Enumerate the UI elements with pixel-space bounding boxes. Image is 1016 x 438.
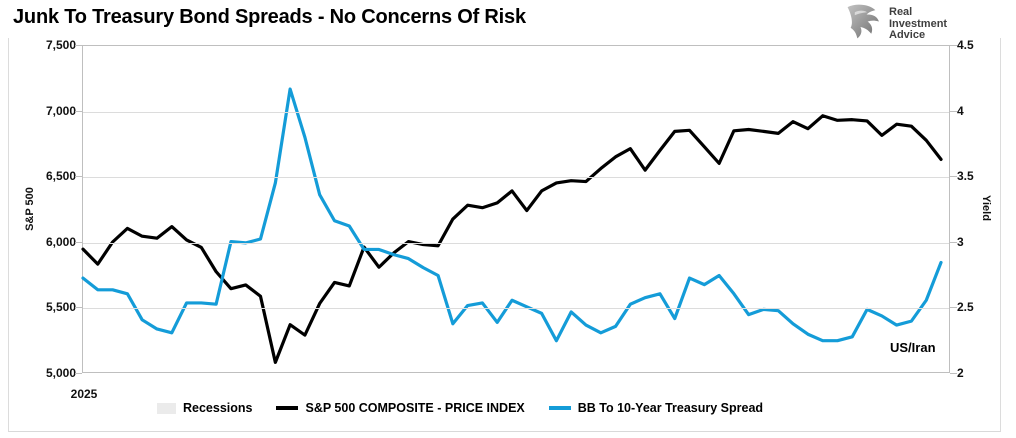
x-axis-year-label: 2025 bbox=[70, 387, 98, 401]
left-axis-tick-label: 7,500 bbox=[45, 38, 76, 52]
right-axis-tick-label: 2.5 bbox=[957, 300, 974, 315]
chart-title: Junk To Treasury Bond Spreads - No Conce… bbox=[13, 6, 526, 28]
left-axis-tick-label: 5,500 bbox=[45, 300, 76, 315]
series-spread bbox=[81, 87, 943, 343]
eagle-logo-icon bbox=[847, 4, 879, 39]
left-axis-tick-label: 6,500 bbox=[45, 169, 76, 184]
left-axis-tick-label: 7,000 bbox=[45, 103, 76, 118]
legend-item-sp500: S&P 500 COMPOSITE - PRICE INDEX bbox=[276, 401, 525, 415]
legend-label-recessions: Recessions bbox=[183, 401, 253, 415]
right-axis-tick-mark bbox=[950, 110, 957, 112]
gridline bbox=[83, 111, 949, 113]
right-axis-tick-label: 4 bbox=[957, 103, 964, 118]
left-axis-tick-mark bbox=[75, 176, 82, 178]
left-axis-tick-mark bbox=[75, 241, 82, 243]
brand-logo-text: Real Investment Advice bbox=[889, 6, 948, 42]
chart-canvas-frame bbox=[8, 38, 1001, 432]
brand-logo: Real Investment Advice bbox=[842, 4, 947, 42]
legend-item-recessions: Recessions bbox=[157, 401, 252, 415]
left-axis-tick-mark bbox=[75, 45, 82, 46]
right-axis-tick-label: 3.5 bbox=[957, 169, 974, 184]
series-layer bbox=[81, 87, 943, 364]
right-axis-title: Yield bbox=[980, 195, 992, 221]
logo-line-1: Real bbox=[889, 6, 913, 18]
gridline bbox=[83, 242, 949, 244]
right-axis-tick-label: 4.5 bbox=[957, 38, 974, 52]
us-iran-annotation: US/Iran bbox=[890, 340, 936, 355]
sp500-line-swatch bbox=[276, 406, 299, 410]
right-axis-tick-label: 3 bbox=[957, 234, 964, 249]
gridline bbox=[83, 177, 949, 179]
legend-item-spread: BB To 10-Year Treasury Spread bbox=[548, 401, 764, 415]
left-axis-tick-mark bbox=[75, 110, 82, 112]
logo-line-2: Investment bbox=[889, 17, 948, 30]
right-axis-tick-mark bbox=[950, 241, 957, 243]
right-axis-tick-label: 2 bbox=[957, 366, 964, 380]
recessions-swatch bbox=[157, 402, 176, 414]
left-axis-title: S&P 500 bbox=[24, 187, 36, 231]
left-axis-tick-label: 5,000 bbox=[45, 366, 76, 380]
right-axis-tick-mark bbox=[950, 176, 957, 178]
legend-label-spread: BB To 10-Year Treasury Spread bbox=[577, 401, 764, 415]
gridline bbox=[83, 308, 949, 310]
right-axis-tick-mark bbox=[950, 307, 957, 309]
left-axis-tick-mark bbox=[75, 373, 82, 374]
left-axis-tick-label: 6,000 bbox=[45, 234, 76, 249]
plot-area: US/Iran bbox=[81, 45, 950, 373]
series-sp500 bbox=[81, 114, 943, 364]
legend: Recessions S&P 500 COMPOSITE - PRICE IND… bbox=[157, 401, 763, 415]
right-axis-tick-mark bbox=[950, 373, 957, 374]
spread-line-swatch bbox=[548, 406, 571, 410]
left-axis-tick-mark bbox=[75, 307, 82, 309]
legend-label-sp500: S&P 500 COMPOSITE - PRICE INDEX bbox=[305, 401, 525, 415]
logo-line-3: Advice bbox=[889, 29, 926, 41]
right-axis-tick-mark bbox=[950, 45, 957, 46]
